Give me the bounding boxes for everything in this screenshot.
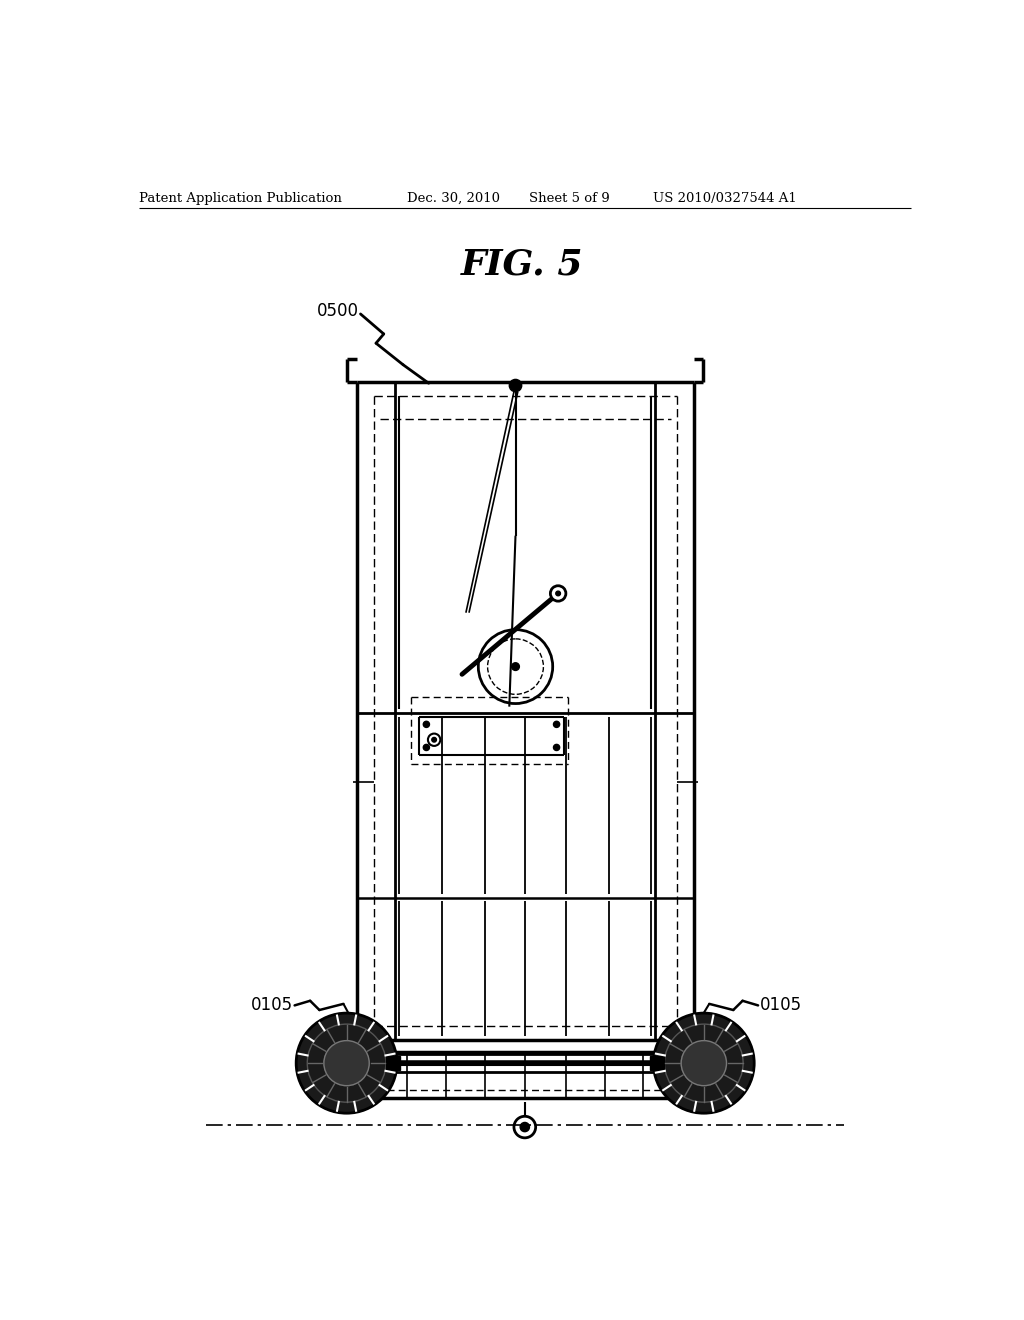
Bar — [386, 1056, 400, 1071]
Circle shape — [423, 721, 429, 727]
Circle shape — [512, 663, 519, 671]
Text: 0500: 0500 — [317, 302, 359, 319]
Circle shape — [653, 1014, 755, 1113]
Bar — [650, 1056, 665, 1071]
Text: Sheet 5 of 9: Sheet 5 of 9 — [528, 191, 609, 205]
Circle shape — [550, 586, 566, 601]
Circle shape — [681, 1040, 726, 1085]
Circle shape — [324, 1040, 370, 1085]
Circle shape — [432, 738, 436, 742]
Circle shape — [428, 734, 440, 746]
Circle shape — [554, 721, 560, 727]
Text: 0105: 0105 — [251, 997, 293, 1014]
Text: Dec. 30, 2010: Dec. 30, 2010 — [407, 191, 500, 205]
Circle shape — [554, 744, 560, 751]
Circle shape — [296, 1014, 397, 1113]
Circle shape — [509, 379, 521, 392]
Circle shape — [423, 744, 429, 751]
Circle shape — [520, 1122, 529, 1131]
Text: Patent Application Publication: Patent Application Publication — [139, 191, 342, 205]
Text: 0105: 0105 — [760, 997, 802, 1014]
Text: FIG. 5: FIG. 5 — [461, 248, 584, 281]
Circle shape — [556, 591, 560, 595]
Text: US 2010/0327544 A1: US 2010/0327544 A1 — [653, 191, 798, 205]
